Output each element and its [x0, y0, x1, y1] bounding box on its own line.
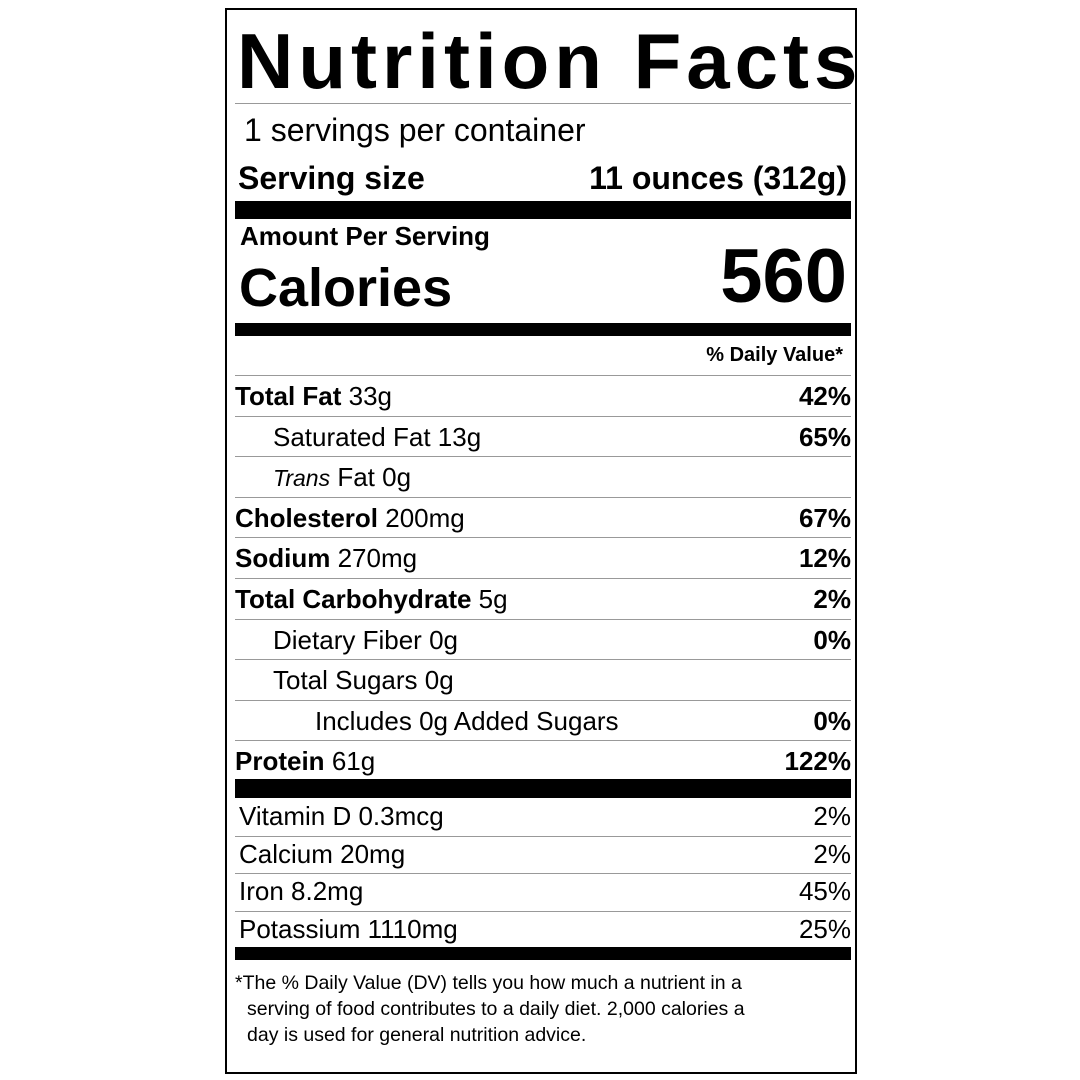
vitamin-daily-value: 2% — [813, 838, 851, 869]
calories-label: Calories — [239, 258, 453, 318]
divider — [235, 103, 851, 104]
nutrient-row: Total Sugars 0g — [235, 660, 851, 700]
row-divider — [235, 415, 851, 417]
medium-divider — [235, 947, 851, 960]
nutrient-label: Total Fat — [235, 381, 342, 411]
vitamin-row: Calcium 20mg 2% — [235, 835, 851, 873]
label-title: Nutrition Facts — [237, 17, 863, 105]
row-divider — [235, 618, 851, 620]
servings-per-container: 1 servings per container — [244, 112, 586, 148]
nutrient-row: Sodium 270mg 12% — [235, 538, 851, 578]
vitamin-row: Potassium 1110mg 25% — [235, 910, 851, 948]
vitamin-row: Iron 8.2mg 45% — [235, 872, 851, 910]
nutrient-name: Saturated Fat 13g — [273, 417, 481, 457]
vitamin-name: Vitamin D 0.3mcg — [239, 801, 444, 831]
row-divider — [235, 375, 851, 376]
nutrient-name: Includes 0g Added Sugars — [315, 701, 619, 741]
row-divider — [235, 740, 851, 742]
amount-per-serving: Amount Per Serving — [240, 221, 490, 251]
vitamin-name: Calcium 20mg — [239, 838, 406, 869]
nutrient-label-suffix: Fat — [337, 462, 375, 493]
nutrient-amount: 0g — [424, 665, 454, 696]
vitamin-name: Iron 8.2mg — [239, 876, 364, 907]
nutrient-daily-value: 67% — [798, 502, 851, 533]
nutrient-name: Dietary Fiber 0g — [273, 620, 458, 660]
vitamin-row: Vitamin D 0.3mcg 2% — [235, 797, 851, 835]
nutrient-row: Includes 0g Added Sugars 0% — [235, 701, 851, 741]
nutrient-daily-value: 0% — [813, 705, 851, 736]
nutrient-label: Saturated Fat — [273, 421, 431, 452]
nutrient-label: Dietary Fiber — [273, 624, 422, 655]
vitamin-name: Potassium 1110mg — [239, 914, 458, 945]
nutrient-label: Cholesterol — [235, 502, 379, 533]
footnote: *The % Daily Value (DV) tells you how mu… — [235, 970, 835, 1048]
row-divider — [235, 835, 851, 837]
nutrient-label: Total Carbohydrate — [235, 584, 472, 614]
row-divider — [235, 537, 851, 539]
nutrient-row: Dietary Fiber 0g 0% — [235, 620, 851, 660]
serving-size-value: 11 ounces (312g) — [589, 160, 847, 196]
nutrient-daily-value: 65% — [798, 421, 851, 452]
nutrient-amount: 5g — [478, 584, 508, 614]
nutrient-row: Protein 61g 122% — [235, 741, 851, 781]
nutrient-label: Total Sugars — [273, 665, 418, 696]
thick-divider — [235, 201, 851, 219]
nutrient-daily-value: 2% — [813, 584, 851, 614]
nutrient-name: Total Fat 33g — [235, 376, 392, 416]
nutrient-daily-value: 0% — [813, 624, 851, 655]
nutrient-daily-value: 12% — [798, 543, 851, 574]
footnote-line: serving of food contributes to a daily d… — [247, 998, 745, 1020]
row-divider — [235, 578, 851, 579]
nutrient-label: Sodium — [235, 543, 331, 574]
nutrient-row: Total Fat 33g 42% — [235, 376, 851, 416]
medium-divider — [235, 323, 851, 336]
nutrient-name: Trans Fat 0g — [273, 457, 411, 498]
nutrient-name: Cholesterol 200mg — [235, 498, 465, 538]
nutrient-row: Saturated Fat 13g 65% — [235, 417, 851, 457]
nutrient-name: Protein 61g — [235, 741, 375, 781]
nutrient-label: Trans — [273, 465, 331, 492]
nutrient-name: Total Carbohydrate 5g — [235, 579, 508, 619]
nutrient-amount: 61g — [331, 746, 376, 777]
calories-value: 560 — [720, 234, 847, 319]
row-divider — [235, 659, 851, 661]
vitamin-daily-value: 25% — [798, 914, 851, 945]
nutrient-row: Trans Fat 0g — [235, 457, 851, 497]
nutrient-row: Total Carbohydrate 5g 2% — [235, 579, 851, 619]
vitamin-daily-value: 45% — [798, 876, 851, 907]
daily-value-header: % Daily Value* — [706, 344, 843, 366]
nutrient-name: Total Sugars 0g — [273, 660, 454, 700]
footnote-line: *The % Daily Value (DV) tells you how mu… — [235, 972, 742, 994]
nutrient-amount: 13g — [437, 421, 482, 452]
nutrient-amount: 200mg — [385, 502, 465, 533]
footnote-line: day is used for general nutrition advice… — [247, 1024, 587, 1046]
nutrient-label: Protein — [235, 746, 325, 777]
vitamin-daily-value: 2% — [813, 801, 851, 831]
row-divider — [235, 873, 851, 875]
serving-size-label: Serving size — [238, 160, 425, 196]
nutrition-facts-label: Nutrition Facts 1 servings per container… — [225, 8, 857, 1074]
thick-divider — [235, 779, 851, 798]
row-divider — [235, 911, 851, 913]
row-divider — [235, 456, 851, 458]
nutrient-amount: 270mg — [337, 543, 418, 574]
nutrient-amount: 0g — [382, 462, 412, 493]
row-divider — [235, 699, 851, 701]
row-divider — [235, 496, 851, 498]
nutrient-amount: 0g — [429, 624, 458, 655]
nutrient-daily-value: 122% — [784, 746, 852, 777]
nutrient-amount: 33g — [348, 381, 393, 411]
nutrient-label: Includes 0g Added Sugars — [315, 705, 619, 736]
nutrient-daily-value: 42% — [798, 381, 851, 411]
nutrient-name: Sodium 270mg — [235, 538, 417, 578]
nutrient-row: Cholesterol 200mg 67% — [235, 498, 851, 538]
